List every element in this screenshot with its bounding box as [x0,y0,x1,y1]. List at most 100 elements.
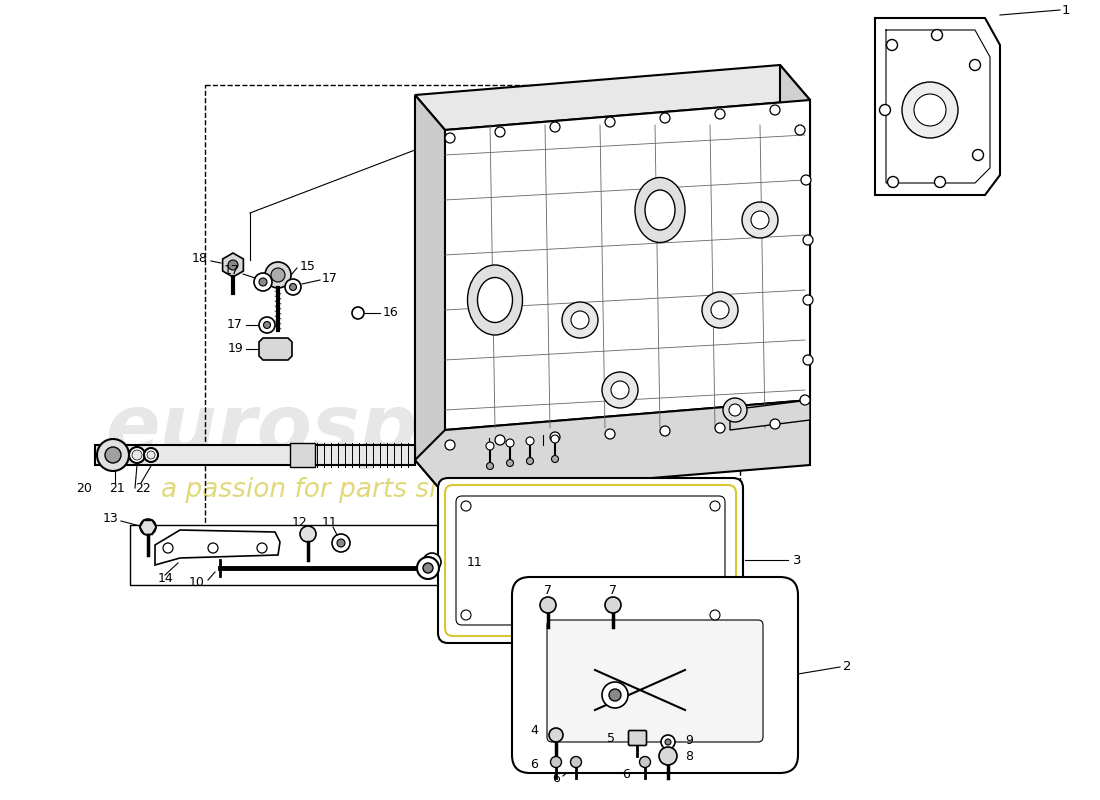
Circle shape [795,125,805,135]
Circle shape [770,105,780,115]
Circle shape [605,429,615,439]
Circle shape [935,177,946,187]
Circle shape [801,175,811,185]
Circle shape [550,432,560,442]
FancyBboxPatch shape [456,496,725,625]
Polygon shape [780,65,810,400]
Text: 17: 17 [322,271,338,285]
Circle shape [659,747,676,765]
Circle shape [610,381,629,399]
Circle shape [140,519,156,535]
Text: 3: 3 [793,554,802,566]
FancyBboxPatch shape [628,730,647,746]
Polygon shape [874,18,1000,195]
Circle shape [932,30,943,41]
Circle shape [969,59,980,70]
Text: 6: 6 [552,771,560,785]
Polygon shape [155,530,280,565]
Text: 21: 21 [109,482,124,494]
Polygon shape [730,400,810,430]
Circle shape [337,539,345,547]
Circle shape [710,610,720,620]
Circle shape [803,235,813,245]
Circle shape [289,283,297,290]
Circle shape [208,543,218,553]
Circle shape [549,728,563,742]
Circle shape [551,435,559,443]
Circle shape [486,442,494,450]
Text: 15: 15 [300,259,316,273]
Text: 13: 13 [102,511,118,525]
FancyBboxPatch shape [512,577,798,773]
Circle shape [461,610,471,620]
Circle shape [285,279,301,295]
Ellipse shape [645,190,675,230]
Circle shape [751,211,769,229]
Text: 1: 1 [1062,3,1070,17]
Circle shape [660,426,670,436]
Circle shape [446,440,455,450]
Ellipse shape [468,265,522,335]
Circle shape [97,439,129,471]
Circle shape [258,317,275,333]
Circle shape [228,260,238,270]
Circle shape [428,558,436,566]
Circle shape [710,501,720,511]
Circle shape [715,423,725,433]
Circle shape [424,553,441,571]
Text: 17: 17 [224,265,240,278]
Circle shape [147,451,155,459]
Circle shape [972,150,983,161]
Polygon shape [222,253,243,277]
Polygon shape [258,338,292,360]
Circle shape [888,177,899,187]
Circle shape [163,543,173,553]
Circle shape [609,689,622,701]
Circle shape [144,448,158,462]
Text: 9: 9 [685,734,693,746]
Text: 8: 8 [685,750,693,763]
Text: 10: 10 [189,575,205,589]
Circle shape [265,262,292,288]
Ellipse shape [635,178,685,242]
Circle shape [914,94,946,126]
Circle shape [258,278,267,286]
Circle shape [486,462,494,470]
Polygon shape [130,525,450,585]
Circle shape [332,534,350,552]
Circle shape [540,597,556,613]
Circle shape [271,268,285,282]
Text: 12: 12 [293,515,308,529]
Circle shape [562,302,598,338]
Circle shape [550,122,560,132]
Text: 7: 7 [544,583,552,597]
Text: 22: 22 [135,482,151,494]
Polygon shape [415,100,810,460]
Text: a passion for parts since 1985: a passion for parts since 1985 [161,477,559,503]
Circle shape [880,105,891,115]
Text: 5: 5 [607,731,615,745]
Text: 6: 6 [623,769,630,782]
Circle shape [602,682,628,708]
Circle shape [424,563,433,573]
Circle shape [660,113,670,123]
Text: 7: 7 [609,583,617,597]
Circle shape [571,311,588,329]
Circle shape [527,458,534,465]
Text: 17: 17 [227,318,243,331]
Ellipse shape [477,278,513,322]
Circle shape [417,557,439,579]
Circle shape [264,322,271,329]
Circle shape [550,757,561,767]
Text: 11: 11 [322,517,338,530]
Circle shape [605,117,615,127]
Circle shape [506,439,514,447]
Circle shape [639,757,650,767]
Text: 11: 11 [468,555,483,569]
Circle shape [254,273,272,291]
Polygon shape [415,65,810,130]
Circle shape [526,437,534,445]
Text: eurospares: eurospares [106,391,615,469]
Text: 18: 18 [192,251,208,265]
Circle shape [257,543,267,553]
